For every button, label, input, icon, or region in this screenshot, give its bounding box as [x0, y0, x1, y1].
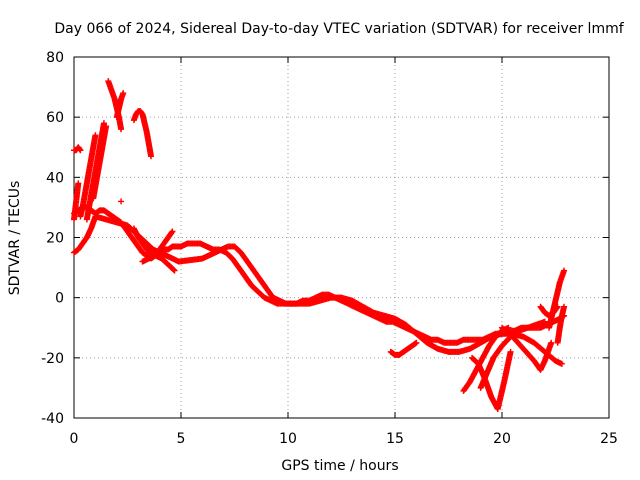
- data-point: [118, 126, 125, 133]
- data-point: [92, 132, 99, 139]
- data-point: [561, 303, 568, 310]
- data-point: [561, 267, 568, 274]
- data-point: [413, 339, 420, 346]
- x-axis-label: GPS time / hours: [281, 458, 398, 474]
- data-point: [541, 318, 548, 325]
- series-early-high: [71, 144, 84, 154]
- data-point: [118, 198, 125, 205]
- data-point: [548, 339, 555, 346]
- y-axis-label: SDTVAR / TECUs: [7, 181, 23, 296]
- x-tick-label: 0: [70, 431, 79, 447]
- series-early-rise: [71, 180, 82, 223]
- data-point: [75, 180, 82, 187]
- data-point: [169, 228, 176, 235]
- series-end-spike-2: [554, 303, 568, 346]
- series-ramp-1: [77, 132, 99, 220]
- y-tick-label: 0: [55, 291, 64, 307]
- y-tick-label: 60: [46, 110, 64, 126]
- axis-ticks: 0 5 10 15 20 25 80 60 40 20 0 -20 -40: [41, 50, 618, 447]
- series-late-dip-2: [469, 348, 514, 412]
- series-late-loop: [499, 324, 555, 373]
- data-point: [507, 348, 514, 355]
- x-tick-label: 15: [386, 431, 404, 447]
- series-peak-2: [113, 90, 127, 121]
- x-tick-label: 5: [177, 431, 186, 447]
- y-tick-label: -40: [41, 411, 64, 427]
- y-tick-label: 80: [46, 50, 64, 66]
- data-point: [103, 123, 110, 130]
- data-point: [76, 146, 83, 153]
- x-tick-label: 20: [493, 431, 511, 447]
- y-tick-label: 40: [46, 170, 64, 186]
- data-point: [554, 303, 561, 310]
- series-end-spike-1: [546, 267, 568, 331]
- series-mid-14h: [387, 339, 420, 358]
- data-point: [170, 266, 177, 273]
- data-point: [77, 147, 84, 154]
- data-points: [71, 78, 568, 412]
- data-point: [558, 360, 565, 367]
- data-point: [120, 90, 127, 97]
- y-tick-label: 20: [46, 231, 64, 247]
- series-loop-b: [139, 252, 178, 274]
- data-point: [168, 229, 175, 236]
- y-tick-label: -20: [41, 351, 64, 367]
- x-tick-label: 10: [279, 431, 297, 447]
- series-end-spike-3: [537, 303, 561, 319]
- series-ramp-3: [90, 123, 110, 202]
- series-isolated: [118, 198, 125, 205]
- series-main-band-1: [71, 204, 568, 346]
- data-point: [171, 267, 178, 274]
- data-point: [148, 153, 155, 160]
- x-tick-label: 25: [600, 431, 618, 447]
- series-peak-3: [130, 108, 155, 160]
- data-point: [553, 304, 560, 311]
- grid: [74, 57, 609, 418]
- chart-title: Day 066 of 2024, Sidereal Day-to-day VTE…: [54, 21, 624, 37]
- data-point: [100, 120, 107, 127]
